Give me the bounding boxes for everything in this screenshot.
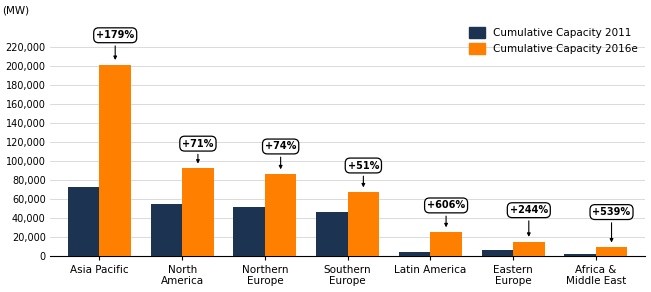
Text: +74%: +74% xyxy=(265,142,296,168)
Text: (MW): (MW) xyxy=(2,5,29,15)
Bar xyxy=(596,247,628,256)
Text: +244%: +244% xyxy=(510,205,548,236)
Bar xyxy=(100,65,131,256)
Bar xyxy=(234,207,265,256)
Text: +179%: +179% xyxy=(96,30,134,59)
Bar xyxy=(265,174,296,256)
Bar xyxy=(68,187,100,256)
Bar xyxy=(564,254,596,256)
Bar xyxy=(182,168,214,256)
Bar xyxy=(348,192,379,256)
Bar xyxy=(430,232,462,256)
Bar xyxy=(482,250,513,256)
Text: +606%: +606% xyxy=(427,200,465,226)
Bar xyxy=(316,212,348,256)
Bar xyxy=(513,241,544,256)
Text: +71%: +71% xyxy=(182,139,214,162)
Bar xyxy=(399,252,430,256)
Text: +51%: +51% xyxy=(348,161,379,186)
Bar xyxy=(151,204,182,256)
Text: +539%: +539% xyxy=(592,207,631,241)
Legend: Cumulative Capacity 2011, Cumulative Capacity 2016e: Cumulative Capacity 2011, Cumulative Cap… xyxy=(465,23,643,58)
